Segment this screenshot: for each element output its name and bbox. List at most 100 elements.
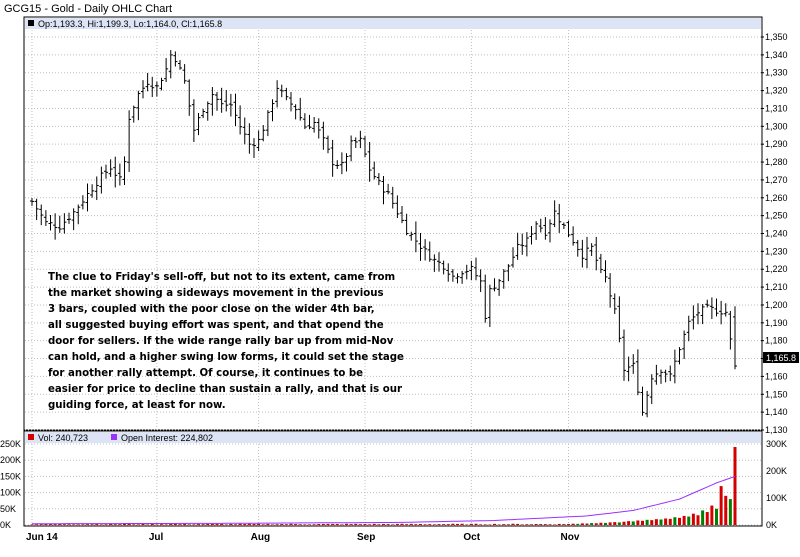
price-tick-label: 1,180: [765, 336, 788, 346]
volume-bar: [197, 524, 200, 525]
volume-bar: [90, 524, 94, 525]
volume-bar: [479, 524, 483, 525]
volume-bar: [608, 522, 612, 525]
volume-bar: [150, 523, 154, 525]
volume-bar: [215, 523, 219, 525]
annotation-line: door for sellers. If the wide range rall…: [48, 336, 394, 347]
volume-bar: [728, 499, 732, 525]
volume-bar: [173, 523, 177, 525]
volume-bar: [395, 523, 399, 525]
month-label: Sep: [357, 532, 375, 543]
volume-bar: [127, 523, 131, 525]
volume-bar: [622, 521, 626, 525]
volume-bar: [123, 523, 126, 525]
volume-bar: [585, 523, 589, 525]
volume-bar: [451, 523, 455, 525]
volume-bar: [733, 447, 737, 525]
volume-bar: [557, 523, 561, 525]
volume-bar: [39, 524, 43, 525]
volume-bar: [331, 523, 335, 525]
volume-bar: [654, 519, 658, 525]
volume-bar: [155, 524, 159, 525]
volume-bar: [391, 524, 395, 525]
volume-bar: [442, 524, 446, 525]
volume-bar: [724, 495, 728, 525]
volume-bar: [303, 524, 307, 525]
volume-bar: [446, 524, 450, 525]
volume-bar: [460, 523, 464, 525]
volume-bar: [511, 523, 515, 525]
volume-bar: [372, 523, 376, 525]
volume-bar: [289, 523, 293, 525]
volume-bar: [247, 523, 251, 525]
price-tick-label: 1,290: [765, 139, 788, 149]
volume-panel: [23, 430, 763, 527]
month-label: Jul: [149, 532, 164, 543]
volume-bar: [483, 524, 487, 525]
volume-bar: [169, 524, 173, 525]
volume-bar: [705, 512, 709, 525]
price-tick-label: 1,220: [765, 264, 788, 274]
price-panel: [23, 16, 763, 431]
volume-bar: [109, 523, 113, 525]
volume-bar: [419, 524, 422, 525]
volume-bar: [691, 513, 695, 525]
volume-bar: [118, 524, 122, 525]
volume-bar: [627, 521, 631, 525]
price-tick-label: 1,310: [765, 103, 788, 113]
volume-bar: [553, 524, 557, 525]
volume-bar: [405, 524, 409, 525]
volume-bar: [701, 510, 705, 525]
volume-bar: [349, 524, 353, 525]
volume-bar: [358, 524, 362, 525]
annotation-line: the market showing a sideways movement i…: [48, 288, 384, 299]
volume-bar: [58, 523, 62, 525]
volume-right-tick-label: 100K: [766, 493, 787, 503]
ohlc-readout-bar: [25, 18, 761, 29]
volume-bar: [617, 522, 621, 525]
volume-bar: [298, 524, 302, 525]
volume-bar: [673, 517, 677, 525]
volume-bar: [252, 523, 256, 525]
volume-bar: [571, 523, 575, 525]
volume-bar: [428, 524, 432, 525]
volume-bar: [543, 524, 547, 525]
volume-bar: [321, 523, 325, 525]
volume-bar: [465, 524, 469, 525]
open-interest-line: [32, 475, 736, 525]
volume-bar: [335, 523, 339, 525]
last-price-flag: [763, 352, 799, 363]
volume-right-tick-label: 300K: [766, 439, 787, 449]
volume-bar: [141, 523, 145, 525]
volume-bar: [229, 523, 233, 525]
volume-bar: [645, 519, 649, 525]
x-axis: Jun 14 Jul Aug Sep Oct Nov: [26, 532, 580, 543]
volume-left-tick-label: 250K: [0, 439, 21, 449]
price-tick-label: 1,200: [765, 300, 788, 310]
last-price-label: 1,165.8: [766, 353, 796, 363]
volume-bar: [437, 524, 441, 525]
volume-bar: [641, 520, 644, 525]
volume-bar: [423, 524, 427, 525]
price-tick-label: 1,300: [765, 121, 788, 131]
volume-bar: [493, 523, 496, 525]
volume-bar: [30, 524, 34, 525]
volume-bar: [636, 520, 640, 525]
volume-bar: [368, 524, 372, 525]
volume-bar: [354, 523, 358, 525]
price-tick-label: 1,320: [765, 86, 788, 96]
price-tick-label: 1,190: [765, 318, 788, 328]
volume-bar: [275, 524, 279, 525]
volume-bar: [160, 524, 163, 525]
price-tick-label: 1,270: [765, 175, 788, 185]
price-tick-label: 1,340: [765, 50, 788, 60]
volume-legend-bar: [25, 432, 761, 443]
volume-bar: [183, 523, 187, 525]
volume-bar: [243, 523, 247, 525]
volume-bar: [534, 524, 538, 525]
annotation-line: for another rally attempt. Of course, it…: [48, 368, 364, 379]
volume-bar: [687, 516, 691, 525]
volume-bar: [474, 523, 478, 525]
